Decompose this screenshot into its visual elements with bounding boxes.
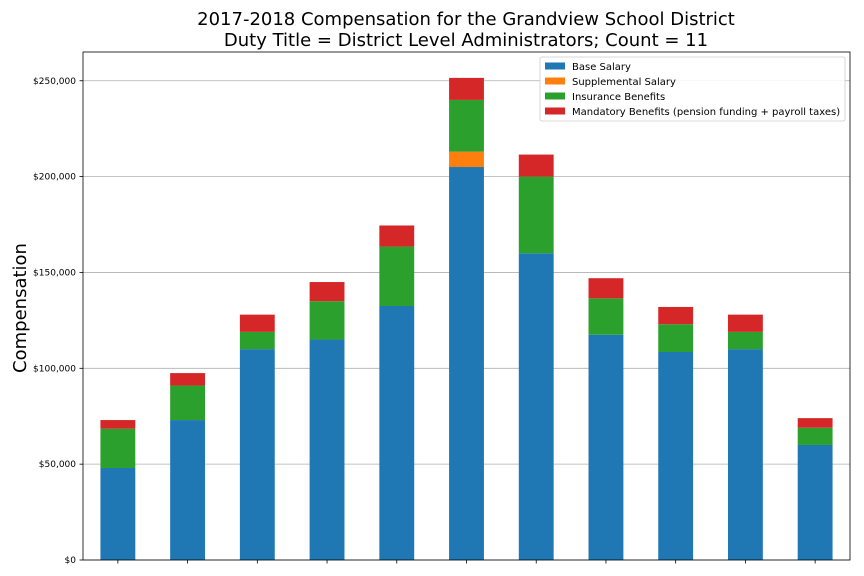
bar-segment-insurance-9 [658, 324, 694, 353]
bar-segment-insurance-5 [379, 246, 415, 306]
bar-segment-mandatory-3 [239, 314, 275, 332]
bar-segment-base-10 [727, 349, 763, 560]
y-tick-label: $100,000 [33, 364, 76, 374]
bar-segment-mandatory-1 [100, 420, 136, 429]
bar-segment-base-7 [518, 253, 554, 560]
y-tick-label: $200,000 [33, 173, 76, 183]
legend-label: Base Salary [572, 62, 631, 73]
legend-label: Insurance Benefits [572, 92, 665, 103]
y-tick-label: $150,000 [33, 268, 76, 278]
bar-segment-base-9 [658, 352, 694, 560]
bar-segment-mandatory-5 [379, 225, 415, 247]
bar-segment-mandatory-8 [588, 278, 624, 299]
bar-segment-insurance-8 [588, 298, 624, 335]
bar-segment-insurance-6 [449, 99, 484, 152]
bar-segment-mandatory-6 [449, 77, 484, 100]
legend: Base Salary Supplemental Salary Insurance … [539, 56, 846, 122]
bar-segment-mandatory-9 [658, 306, 694, 325]
bar-segment-supplemental-6 [449, 151, 484, 168]
bar-segment-mandatory-2 [170, 373, 206, 386]
bar-segment-base-11 [797, 444, 833, 560]
legend-swatch [545, 77, 565, 85]
plot-frame [82, 51, 851, 561]
bar-segment-insurance-10 [727, 331, 763, 350]
bar-segment-base-6 [449, 167, 484, 561]
bar-segment-mandatory-10 [727, 314, 763, 332]
bar-segment-insurance-2 [170, 385, 206, 421]
bar-segment-base-5 [379, 306, 415, 560]
chart-subtitle: Duty Title = District Level Administrato… [224, 30, 708, 51]
bar-segment-base-4 [309, 339, 345, 560]
bar-segment-insurance-1 [100, 428, 136, 468]
legend-swatch [545, 107, 565, 115]
bar-segment-mandatory-11 [797, 418, 833, 428]
y-tick-label: $0 [65, 556, 77, 566]
bar-segment-insurance-7 [518, 176, 554, 254]
chart-title: 2017-2018 Compensation for the Grandview… [197, 9, 735, 30]
bars [100, 77, 833, 561]
bar-segment-insurance-11 [797, 427, 833, 445]
y-axis-label: Compensation [10, 243, 31, 373]
y-tick-label: $250,000 [33, 77, 76, 87]
legend-box [539, 56, 846, 122]
bar-segment-base-2 [170, 420, 206, 560]
legend-swatch [545, 62, 565, 70]
bar-segment-insurance-4 [309, 301, 345, 340]
bar-segment-mandatory-7 [518, 154, 554, 177]
y-tick-label: $50,000 [39, 460, 76, 470]
legend-label: Mandatory Benefits (pension funding + pa… [572, 107, 840, 118]
axes: $0 $50,000 $100,000 $150,000 $200,000 $250,00… [33, 51, 851, 566]
bar-segment-insurance-3 [239, 331, 275, 350]
bar-segment-base-8 [588, 334, 624, 560]
legend-label: Supplemental Salary [572, 77, 676, 88]
bar-segment-base-1 [100, 467, 136, 560]
bar-segment-mandatory-4 [309, 282, 345, 302]
bar-segment-base-3 [239, 349, 275, 560]
legend-swatch [545, 92, 565, 100]
